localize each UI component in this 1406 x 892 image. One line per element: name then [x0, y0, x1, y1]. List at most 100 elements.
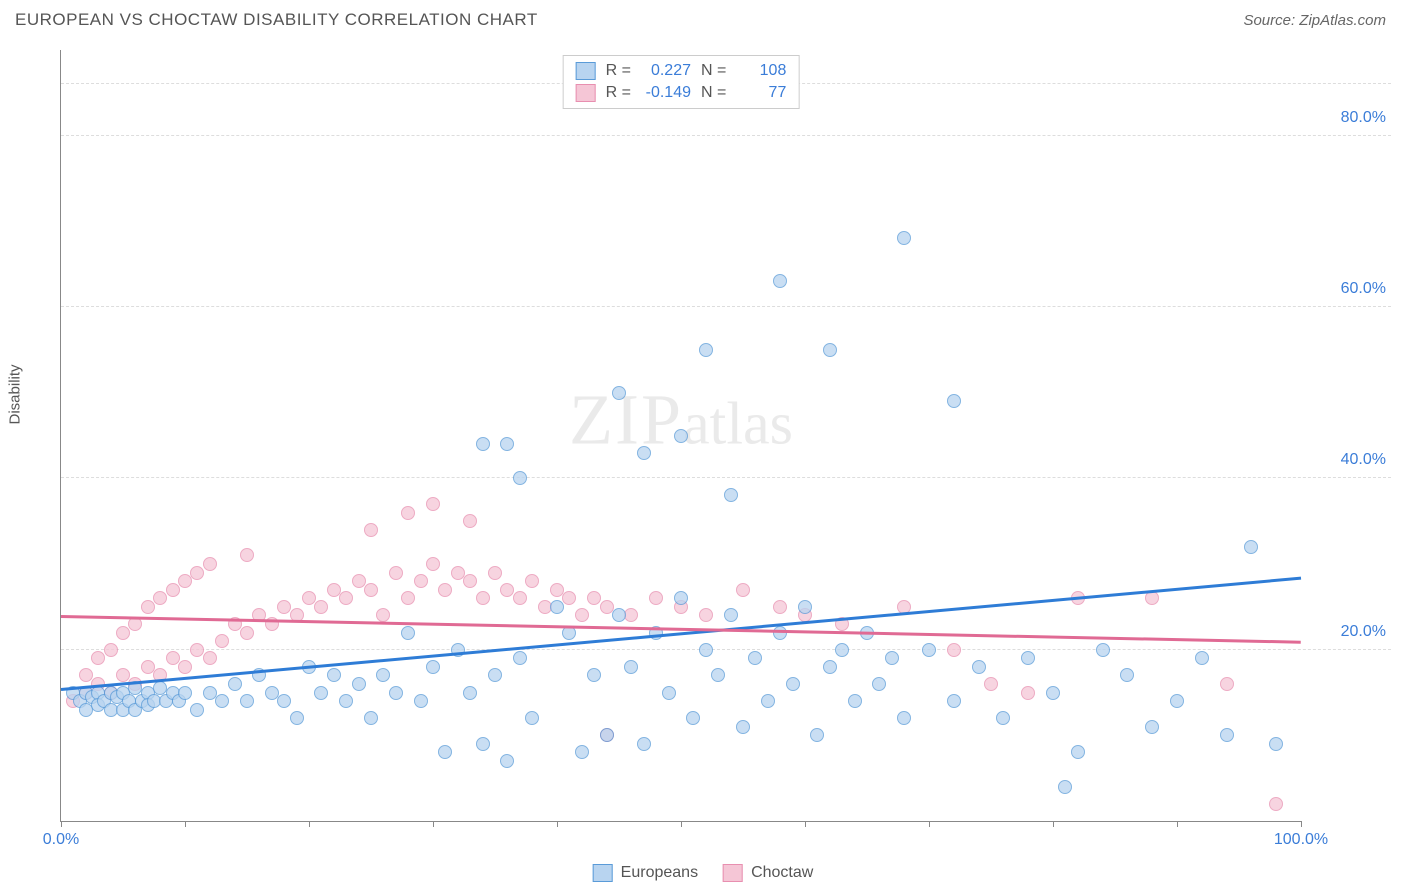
- data-point: [91, 651, 105, 665]
- x-tick-label: 100.0%: [1274, 831, 1328, 849]
- data-point: [748, 651, 762, 665]
- data-point: [190, 566, 204, 580]
- data-point: [513, 471, 527, 485]
- data-point: [265, 686, 279, 700]
- data-point: [476, 737, 490, 751]
- data-point: [364, 523, 378, 537]
- data-point: [463, 686, 477, 700]
- stats-row-choctaw: R = -0.149 N = 77: [576, 82, 787, 104]
- data-point: [352, 574, 366, 588]
- data-point: [773, 600, 787, 614]
- data-point: [1269, 797, 1283, 811]
- data-point: [823, 660, 837, 674]
- data-point: [476, 591, 490, 605]
- data-point: [550, 600, 564, 614]
- data-point: [835, 643, 849, 657]
- data-point: [426, 497, 440, 511]
- x-tick: [185, 821, 186, 827]
- data-point: [736, 583, 750, 597]
- data-point: [352, 677, 366, 691]
- data-point: [724, 608, 738, 622]
- data-point: [649, 591, 663, 605]
- data-point: [215, 634, 229, 648]
- data-point: [637, 446, 651, 460]
- data-point: [686, 711, 700, 725]
- data-point: [612, 608, 626, 622]
- data-point: [947, 694, 961, 708]
- data-point: [401, 506, 415, 520]
- x-tick: [61, 821, 62, 827]
- data-point: [240, 548, 254, 562]
- data-point: [401, 626, 415, 640]
- data-point: [624, 660, 638, 674]
- data-point: [1145, 720, 1159, 734]
- data-point: [327, 668, 341, 682]
- watermark: ZIPatlas: [569, 379, 793, 462]
- data-point: [1244, 540, 1258, 554]
- plot-area: ZIPatlas R = 0.227 N = 108 R = -0.149 N …: [60, 50, 1301, 822]
- x-tick-label: 0.0%: [43, 831, 79, 849]
- data-point: [674, 429, 688, 443]
- data-point: [1071, 745, 1085, 759]
- data-point: [575, 608, 589, 622]
- legend-label-choctaw: Choctaw: [751, 864, 813, 882]
- data-point: [600, 600, 614, 614]
- data-point: [190, 643, 204, 657]
- data-point: [141, 660, 155, 674]
- data-point: [166, 651, 180, 665]
- data-point: [848, 694, 862, 708]
- r-value-europeans: 0.227: [641, 62, 691, 80]
- data-point: [575, 745, 589, 759]
- data-point: [376, 608, 390, 622]
- data-point: [724, 488, 738, 502]
- n-label: N =: [701, 84, 726, 102]
- data-point: [1120, 668, 1134, 682]
- data-point: [500, 437, 514, 451]
- data-point: [476, 437, 490, 451]
- swatch-blue-icon: [593, 864, 613, 882]
- y-tick-label: 80.0%: [1341, 109, 1386, 127]
- data-point: [1195, 651, 1209, 665]
- r-label: R =: [606, 62, 631, 80]
- swatch-pink-icon: [723, 864, 743, 882]
- data-point: [79, 668, 93, 682]
- data-point: [662, 686, 676, 700]
- data-point: [277, 694, 291, 708]
- stats-row-europeans: R = 0.227 N = 108: [576, 60, 787, 82]
- data-point: [426, 557, 440, 571]
- data-point: [438, 745, 452, 759]
- data-point: [1021, 686, 1035, 700]
- data-point: [178, 660, 192, 674]
- x-tick: [1177, 821, 1178, 827]
- data-point: [203, 651, 217, 665]
- data-point: [810, 728, 824, 742]
- data-point: [240, 626, 254, 640]
- x-tick: [1053, 821, 1054, 827]
- x-tick: [805, 821, 806, 827]
- data-point: [376, 668, 390, 682]
- x-tick: [1301, 821, 1302, 827]
- y-tick-label: 60.0%: [1341, 280, 1386, 298]
- data-point: [972, 660, 986, 674]
- data-point: [823, 343, 837, 357]
- data-point: [587, 668, 601, 682]
- data-point: [947, 643, 961, 657]
- source-label: Source: ZipAtlas.com: [1243, 12, 1386, 29]
- n-value-europeans: 108: [736, 62, 786, 80]
- y-tick-label: 40.0%: [1341, 451, 1386, 469]
- data-point: [699, 643, 713, 657]
- data-point: [525, 711, 539, 725]
- data-point: [389, 686, 403, 700]
- data-point: [922, 643, 936, 657]
- data-point: [327, 583, 341, 597]
- data-point: [674, 591, 688, 605]
- data-point: [500, 583, 514, 597]
- data-point: [463, 514, 477, 528]
- data-point: [302, 591, 316, 605]
- data-point: [500, 754, 514, 768]
- data-point: [711, 668, 725, 682]
- data-point: [389, 566, 403, 580]
- chart-title: EUROPEAN VS CHOCTAW DISABILITY CORRELATI…: [15, 10, 538, 30]
- data-point: [364, 711, 378, 725]
- data-point: [984, 677, 998, 691]
